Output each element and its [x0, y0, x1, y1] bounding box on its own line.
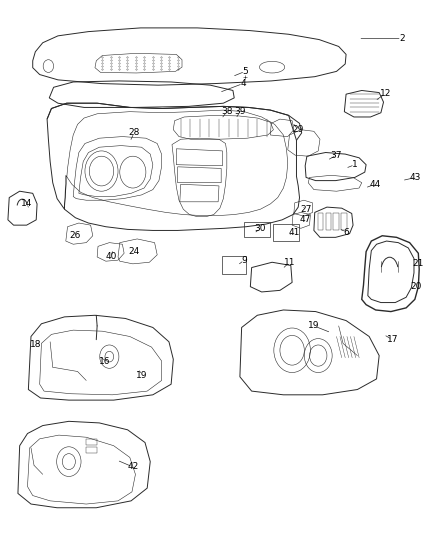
- Text: 14: 14: [21, 199, 32, 208]
- Text: 30: 30: [254, 224, 266, 233]
- Text: 6: 6: [343, 228, 349, 237]
- Text: 41: 41: [288, 228, 300, 237]
- Bar: [325, 214, 331, 230]
- Text: 28: 28: [128, 128, 140, 138]
- Text: 4: 4: [240, 79, 246, 88]
- Text: 26: 26: [70, 231, 81, 240]
- Bar: [318, 214, 323, 230]
- Text: 1: 1: [352, 160, 358, 169]
- Text: 9: 9: [241, 256, 247, 265]
- Bar: [223, 256, 247, 274]
- Text: 2: 2: [399, 34, 405, 43]
- Text: 24: 24: [128, 247, 140, 256]
- Bar: [273, 224, 299, 241]
- Text: 16: 16: [99, 358, 111, 367]
- Text: 38: 38: [221, 107, 233, 116]
- Text: 19: 19: [136, 370, 147, 379]
- Text: 19: 19: [308, 321, 320, 330]
- Text: 42: 42: [127, 463, 138, 471]
- Text: 29: 29: [293, 125, 304, 134]
- Bar: [86, 439, 97, 445]
- Text: 12: 12: [380, 89, 391, 98]
- Bar: [86, 447, 97, 453]
- Text: 21: 21: [413, 260, 424, 268]
- Text: 5: 5: [242, 67, 248, 76]
- Text: 39: 39: [234, 107, 246, 116]
- Text: 27: 27: [300, 205, 312, 214]
- Text: 37: 37: [331, 151, 342, 160]
- Text: 47: 47: [300, 215, 311, 224]
- Text: 43: 43: [410, 173, 421, 182]
- Text: 18: 18: [30, 341, 41, 350]
- Text: 11: 11: [284, 258, 295, 266]
- Bar: [244, 222, 270, 237]
- Text: 40: 40: [106, 253, 117, 262]
- Text: 44: 44: [369, 180, 381, 189]
- Bar: [341, 214, 346, 230]
- Bar: [333, 214, 339, 230]
- Text: 17: 17: [386, 335, 398, 344]
- Text: 20: 20: [410, 282, 421, 291]
